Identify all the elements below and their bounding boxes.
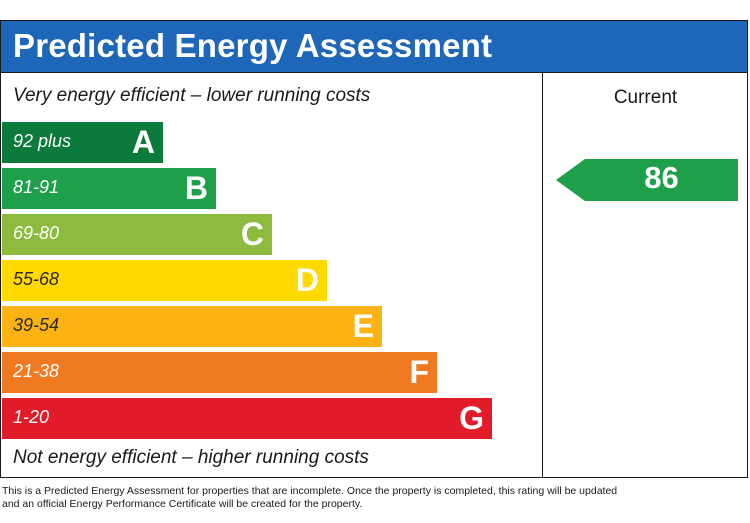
- current-column-header: Current: [613, 87, 678, 108]
- band-letter: G: [459, 400, 484, 436]
- top-caption: Very energy efficient – lower running co…: [13, 85, 371, 106]
- band-letter: B: [184, 170, 208, 206]
- energy-chart-frame: Predicted Energy Assessment Very energy …: [0, 20, 748, 478]
- band-range-label: 55-68: [13, 269, 60, 289]
- band-range-label: 21-38: [13, 361, 60, 381]
- rating-band-d: 55-68 D: [2, 260, 327, 301]
- current-rating-arrow: 86: [556, 159, 738, 201]
- band-range-label: 1-20: [13, 407, 50, 427]
- footnote: This is a Predicted Energy Assessment fo…: [2, 485, 618, 510]
- band-range-label: 39-54: [13, 315, 60, 335]
- band-range-label: 81-91: [13, 177, 60, 197]
- band-letter: C: [240, 216, 264, 252]
- rating-band-g: 1-20 G: [2, 398, 492, 439]
- band-letter: E: [352, 308, 374, 344]
- bottom-caption: Not energy efficient – higher running co…: [13, 447, 369, 468]
- current-rating-arrow-shape: [556, 159, 738, 201]
- rating-band-c: 69-80 C: [2, 214, 272, 255]
- band-letter: D: [295, 262, 319, 298]
- rating-band-b: 81-91 B: [2, 168, 216, 209]
- rating-band-a: 92 plus A: [2, 122, 163, 163]
- band-letter: A: [131, 124, 155, 160]
- current-rating-value: 86: [644, 160, 679, 195]
- column-divider: [542, 73, 543, 478]
- chart-header: Predicted Energy Assessment: [1, 21, 747, 73]
- band-range-label: 92 plus: [13, 131, 72, 151]
- chart-title: Predicted Energy Assessment: [13, 27, 493, 64]
- rating-band-f: 21-38 F: [2, 352, 437, 393]
- rating-band-e: 39-54 E: [2, 306, 382, 347]
- band-range-label: 69-80: [13, 223, 60, 243]
- band-letter: F: [409, 354, 429, 390]
